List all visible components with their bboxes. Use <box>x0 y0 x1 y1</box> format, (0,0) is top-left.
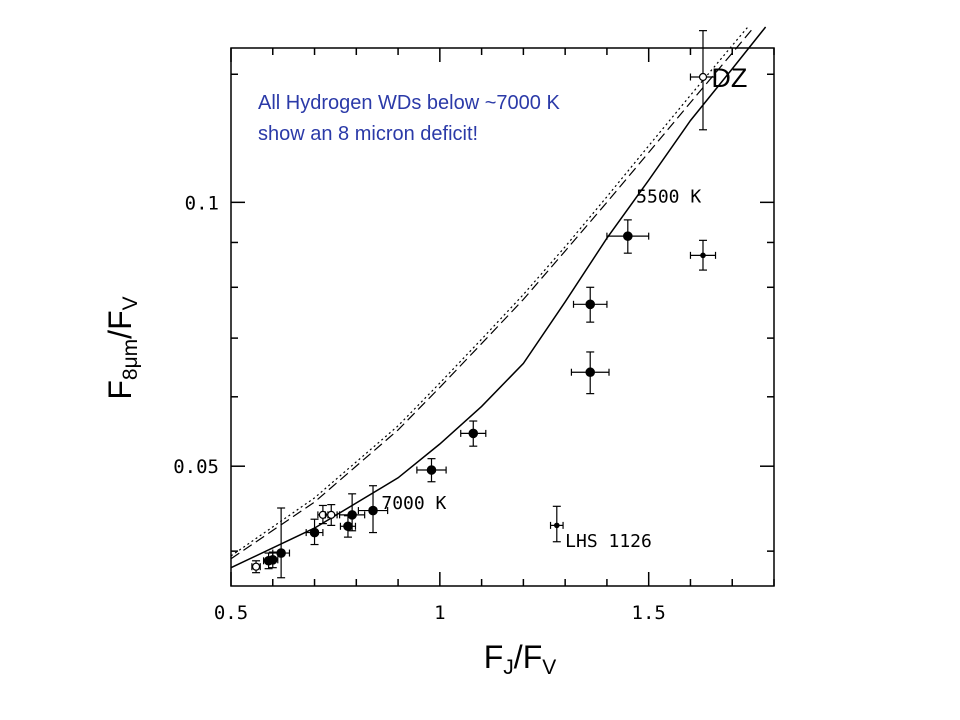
annotation-5500-k: 5500 K <box>636 187 701 208</box>
data-point-18 <box>689 30 717 131</box>
point-marker <box>347 510 357 520</box>
point-marker <box>468 428 479 439</box>
x-tick-label: 1.5 <box>632 602 666 624</box>
x-axis-title: FJ/FV <box>484 639 557 679</box>
model-curve-solid <box>230 26 767 569</box>
point-marker <box>276 548 286 558</box>
data-point-10 <box>357 485 389 534</box>
point-marker <box>426 465 437 475</box>
annotation-lhs-1126: LHS 1126 <box>565 531 652 552</box>
y-tick-label: 0.1 <box>185 192 219 214</box>
point-marker <box>327 510 336 519</box>
point-marker <box>698 72 708 82</box>
point-marker <box>623 231 633 241</box>
point-marker <box>585 299 596 310</box>
point-annotations: 7000 K 5500 K LHS 1126 DZ <box>381 63 747 552</box>
data-point-11 <box>416 458 447 483</box>
point-marker <box>267 555 278 565</box>
point-marker <box>585 367 596 378</box>
model-curve-dashed <box>230 27 754 560</box>
deficit-note-line-1: All Hydrogen WDs below ~7000 K <box>258 92 560 114</box>
model-curve-dotted <box>230 25 750 557</box>
model-curves <box>230 25 767 569</box>
point-marker <box>343 521 353 532</box>
x-tick-label: 0.5 <box>214 602 248 624</box>
y-tick-label: 0.05 <box>173 456 219 478</box>
data-point-14 <box>570 351 610 395</box>
data-point-9 <box>339 493 366 532</box>
data-point-15 <box>572 286 608 323</box>
annotation-7000-k: 7000 K <box>381 493 446 514</box>
deficit-note-line-2: show an 8 micron deficit! <box>258 123 478 145</box>
point-marker <box>368 505 378 516</box>
data-point-1 <box>251 560 261 574</box>
annotation-dz: DZ <box>711 63 747 93</box>
plot-frame <box>230 47 775 587</box>
data-point-17 <box>689 239 717 271</box>
axis-ticks <box>230 48 775 586</box>
data-point-13 <box>549 505 564 543</box>
x-tick-label: 1 <box>434 602 445 624</box>
point-marker <box>251 562 261 571</box>
y-tick-labels: 0.05 0.1 <box>173 192 219 478</box>
point-marker <box>309 527 320 538</box>
x-tick-labels: 0.5 1 1.5 <box>214 602 666 624</box>
point-marker <box>700 252 706 259</box>
point-marker <box>553 522 560 529</box>
data-point-12 <box>460 420 487 447</box>
data-point-16 <box>606 219 650 254</box>
data-point-5 <box>305 518 324 546</box>
y-axis-title: F8μm/FV <box>102 296 142 399</box>
data-points <box>251 30 717 579</box>
data-point-4 <box>272 507 291 579</box>
data-point-7 <box>324 504 338 526</box>
